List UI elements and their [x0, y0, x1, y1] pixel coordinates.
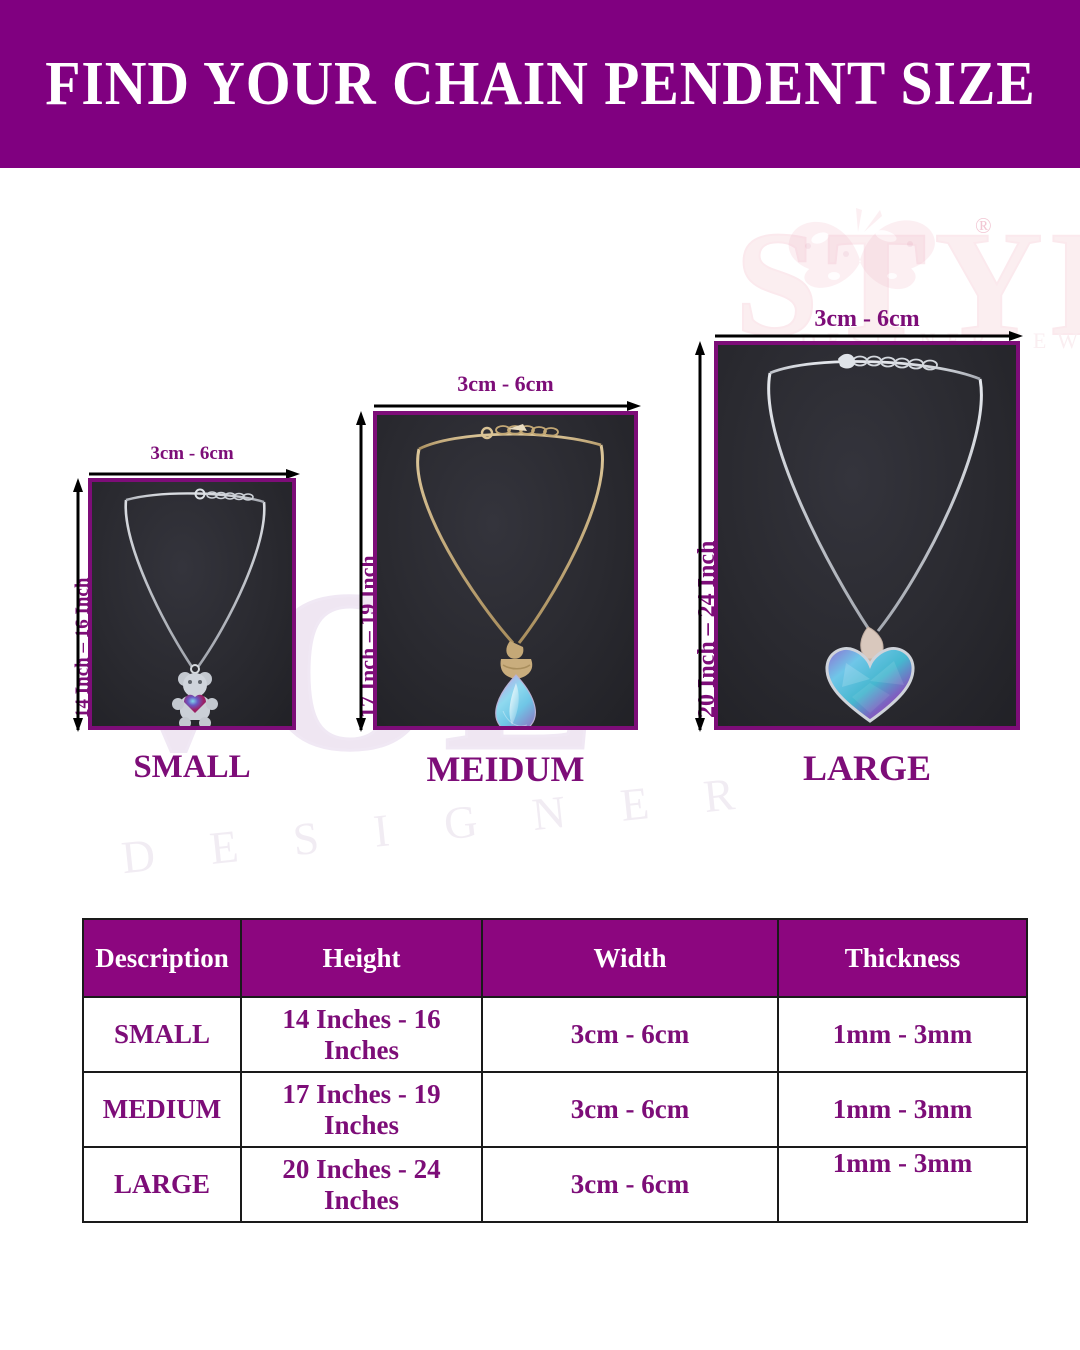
cell-height-small: 14 Inches - 16 Inches	[240, 996, 483, 1073]
medium-caption: MEIDUM	[426, 749, 585, 789]
small-height-arrow-icon	[73, 478, 83, 732]
cell-width-large: 3cm - 6cm	[481, 1146, 779, 1223]
registered-mark-icon: ®	[975, 213, 992, 238]
medium-width-arrow-icon	[374, 401, 641, 411]
medium-height-arrow-icon	[356, 411, 366, 732]
cell-height-medium: 17 Inches - 19 Inches	[240, 1071, 483, 1148]
cell-thickness-small: 1mm - 3mm	[777, 996, 1028, 1073]
page-header-band: FIND YOUR CHAIN PENDENT SIZE	[0, 0, 1080, 168]
page-title: FIND YOUR CHAIN PENDENT SIZE	[44, 49, 1036, 118]
large-caption: LARGE	[802, 748, 932, 788]
size-chart-table: Description Height Width Thickness SMALL…	[82, 918, 1028, 1223]
column-header-height: Height	[240, 918, 483, 998]
cell-thickness-large: 1mm - 3mm	[777, 1146, 1028, 1223]
small-caption: SMALL	[133, 749, 251, 785]
large-height-arrow-icon	[695, 341, 705, 732]
cell-description-small: SMALL	[82, 996, 242, 1073]
column-header-width: Width	[481, 918, 779, 998]
large-width-label: 3cm - 6cm	[814, 306, 920, 332]
large-necklace-photo	[714, 341, 1020, 730]
medium-necklace-photo	[373, 411, 638, 730]
small-width-label: 3cm - 6cm	[150, 443, 234, 464]
column-header-description: Description	[82, 918, 242, 998]
small-necklace-photo	[88, 478, 296, 730]
large-width-arrow-icon	[715, 331, 1023, 341]
small-width-arrow-icon	[89, 469, 300, 479]
table-row: MEDIUM 17 Inches - 19 Inches 3cm - 6cm 1…	[82, 1071, 1028, 1148]
column-header-thickness: Thickness	[777, 918, 1028, 998]
cell-description-large: LARGE	[82, 1146, 242, 1223]
table-header-row: Description Height Width Thickness	[82, 918, 1028, 998]
cell-width-medium: 3cm - 6cm	[481, 1071, 779, 1148]
medium-width-label: 3cm - 6cm	[457, 371, 554, 396]
cell-height-large: 20 Inches - 24 Inches	[240, 1146, 483, 1223]
teardrop-crystal-pendant-illustration	[416, 424, 604, 726]
teddy-bear-pendant-illustration	[124, 488, 266, 726]
table-row: SMALL 14 Inches - 16 Inches 3cm - 6cm 1m…	[82, 996, 1028, 1073]
cell-width-small: 3cm - 6cm	[481, 996, 779, 1073]
cell-thickness-medium: 1mm - 3mm	[777, 1071, 1028, 1148]
table-row: LARGE 20 Inches - 24 Inches 3cm - 6cm 1m…	[82, 1146, 1028, 1223]
cell-description-medium: MEDIUM	[82, 1071, 242, 1148]
heart-crystal-pendant-illustration	[767, 353, 983, 723]
